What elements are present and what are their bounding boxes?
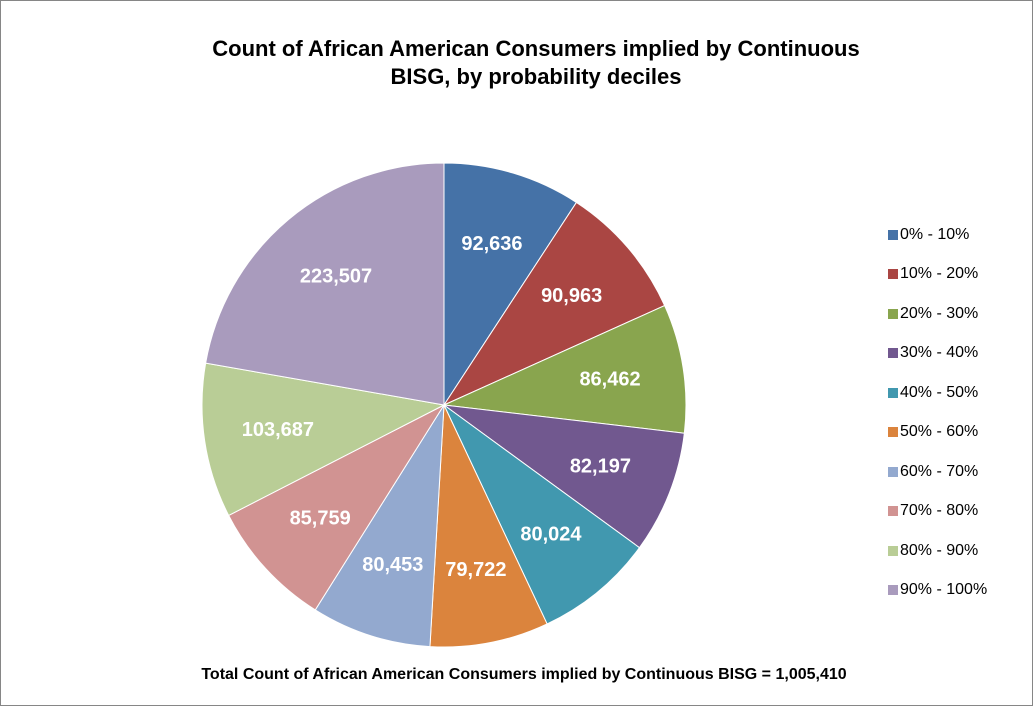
legend-item-40-to-50: 40% - 50% [888, 373, 987, 413]
pie-slice-70-to-80 [228, 403, 446, 611]
data-label-30-to-40: 82,197 [570, 455, 631, 477]
pie-slice-40-to-50 [443, 404, 641, 625]
legend-swatch [888, 466, 898, 477]
total-count-footnote: Total Count of African American Consumer… [201, 666, 847, 683]
legend-item-90-to-100: 90% - 100% [888, 571, 987, 611]
legend-swatch [888, 427, 898, 438]
pie-slice-0-to-10 [443, 162, 578, 407]
legend-swatch [888, 348, 898, 359]
legend-label: 10% - 20% [900, 265, 979, 283]
legend-item-80-to-90: 80% - 90% [888, 531, 987, 571]
legend-swatch [888, 545, 898, 556]
legend-label: 30% - 40% [900, 344, 979, 362]
legend-label: 40% - 50% [900, 383, 979, 401]
data-label-50-to-60: 79,722 [445, 559, 506, 581]
data-label-0-to-10: 92,636 [461, 233, 522, 255]
legend-label: 0% - 10% [900, 225, 970, 243]
data-label-70-to-80: 85,759 [290, 508, 351, 530]
data-label-40-to-50: 80,024 [520, 524, 582, 546]
legend-item-50-to-60: 50% - 60% [888, 413, 987, 453]
legend-swatch [888, 229, 898, 240]
legend-swatch [888, 585, 898, 596]
legend-item-60-to-70: 60% - 70% [888, 452, 987, 492]
chart-title: Count of African American Consumers impl… [1, 35, 1033, 91]
legend-item-70-to-80: 70% - 80% [888, 492, 987, 532]
chart-title-line-1: Count of African American Consumers impl… [212, 36, 860, 61]
pie-slice-50-to-60 [429, 404, 548, 648]
pie-slice-30-to-40 [442, 404, 685, 549]
legend-label: 20% - 30% [900, 304, 979, 322]
legend-swatch [888, 269, 898, 280]
legend-swatch [888, 506, 898, 517]
legend-label: 90% - 100% [900, 581, 988, 599]
legend-swatch [888, 387, 898, 398]
pie-slice-60-to-70 [314, 404, 445, 648]
data-label-60-to-70: 80,453 [362, 554, 423, 576]
legend-label: 60% - 70% [900, 462, 979, 480]
chart-title-line-2: BISG, by probability deciles [390, 64, 682, 89]
legend-item-30-to-40: 30% - 40% [888, 334, 987, 374]
legend: 0% - 10% 10% - 20% 20% - 30% 30% - 40% 40% -… [888, 215, 987, 610]
legend-item-0-to-10: 0% - 10% [888, 215, 987, 255]
data-label-80-to-90: 103,687 [242, 419, 314, 441]
legend-swatch [888, 308, 898, 319]
pie-slice-10-to-20 [442, 201, 666, 407]
data-label-20-to-30: 86,462 [579, 368, 640, 390]
legend-item-20-to-30: 20% - 30% [888, 294, 987, 334]
legend-label: 80% - 90% [900, 541, 979, 559]
legend-item-10-to-20: 10% - 20% [888, 255, 987, 295]
pie-slice-20-to-30 [442, 304, 687, 434]
data-label-90-to-100: 223,507 [300, 265, 372, 287]
pie-slice-80-to-90 [201, 362, 446, 517]
pie-slice-90-to-100 [205, 162, 445, 406]
legend-label: 70% - 80% [900, 502, 979, 520]
legend-label: 50% - 60% [900, 423, 979, 441]
data-label-10-to-20: 90,963 [541, 285, 602, 307]
